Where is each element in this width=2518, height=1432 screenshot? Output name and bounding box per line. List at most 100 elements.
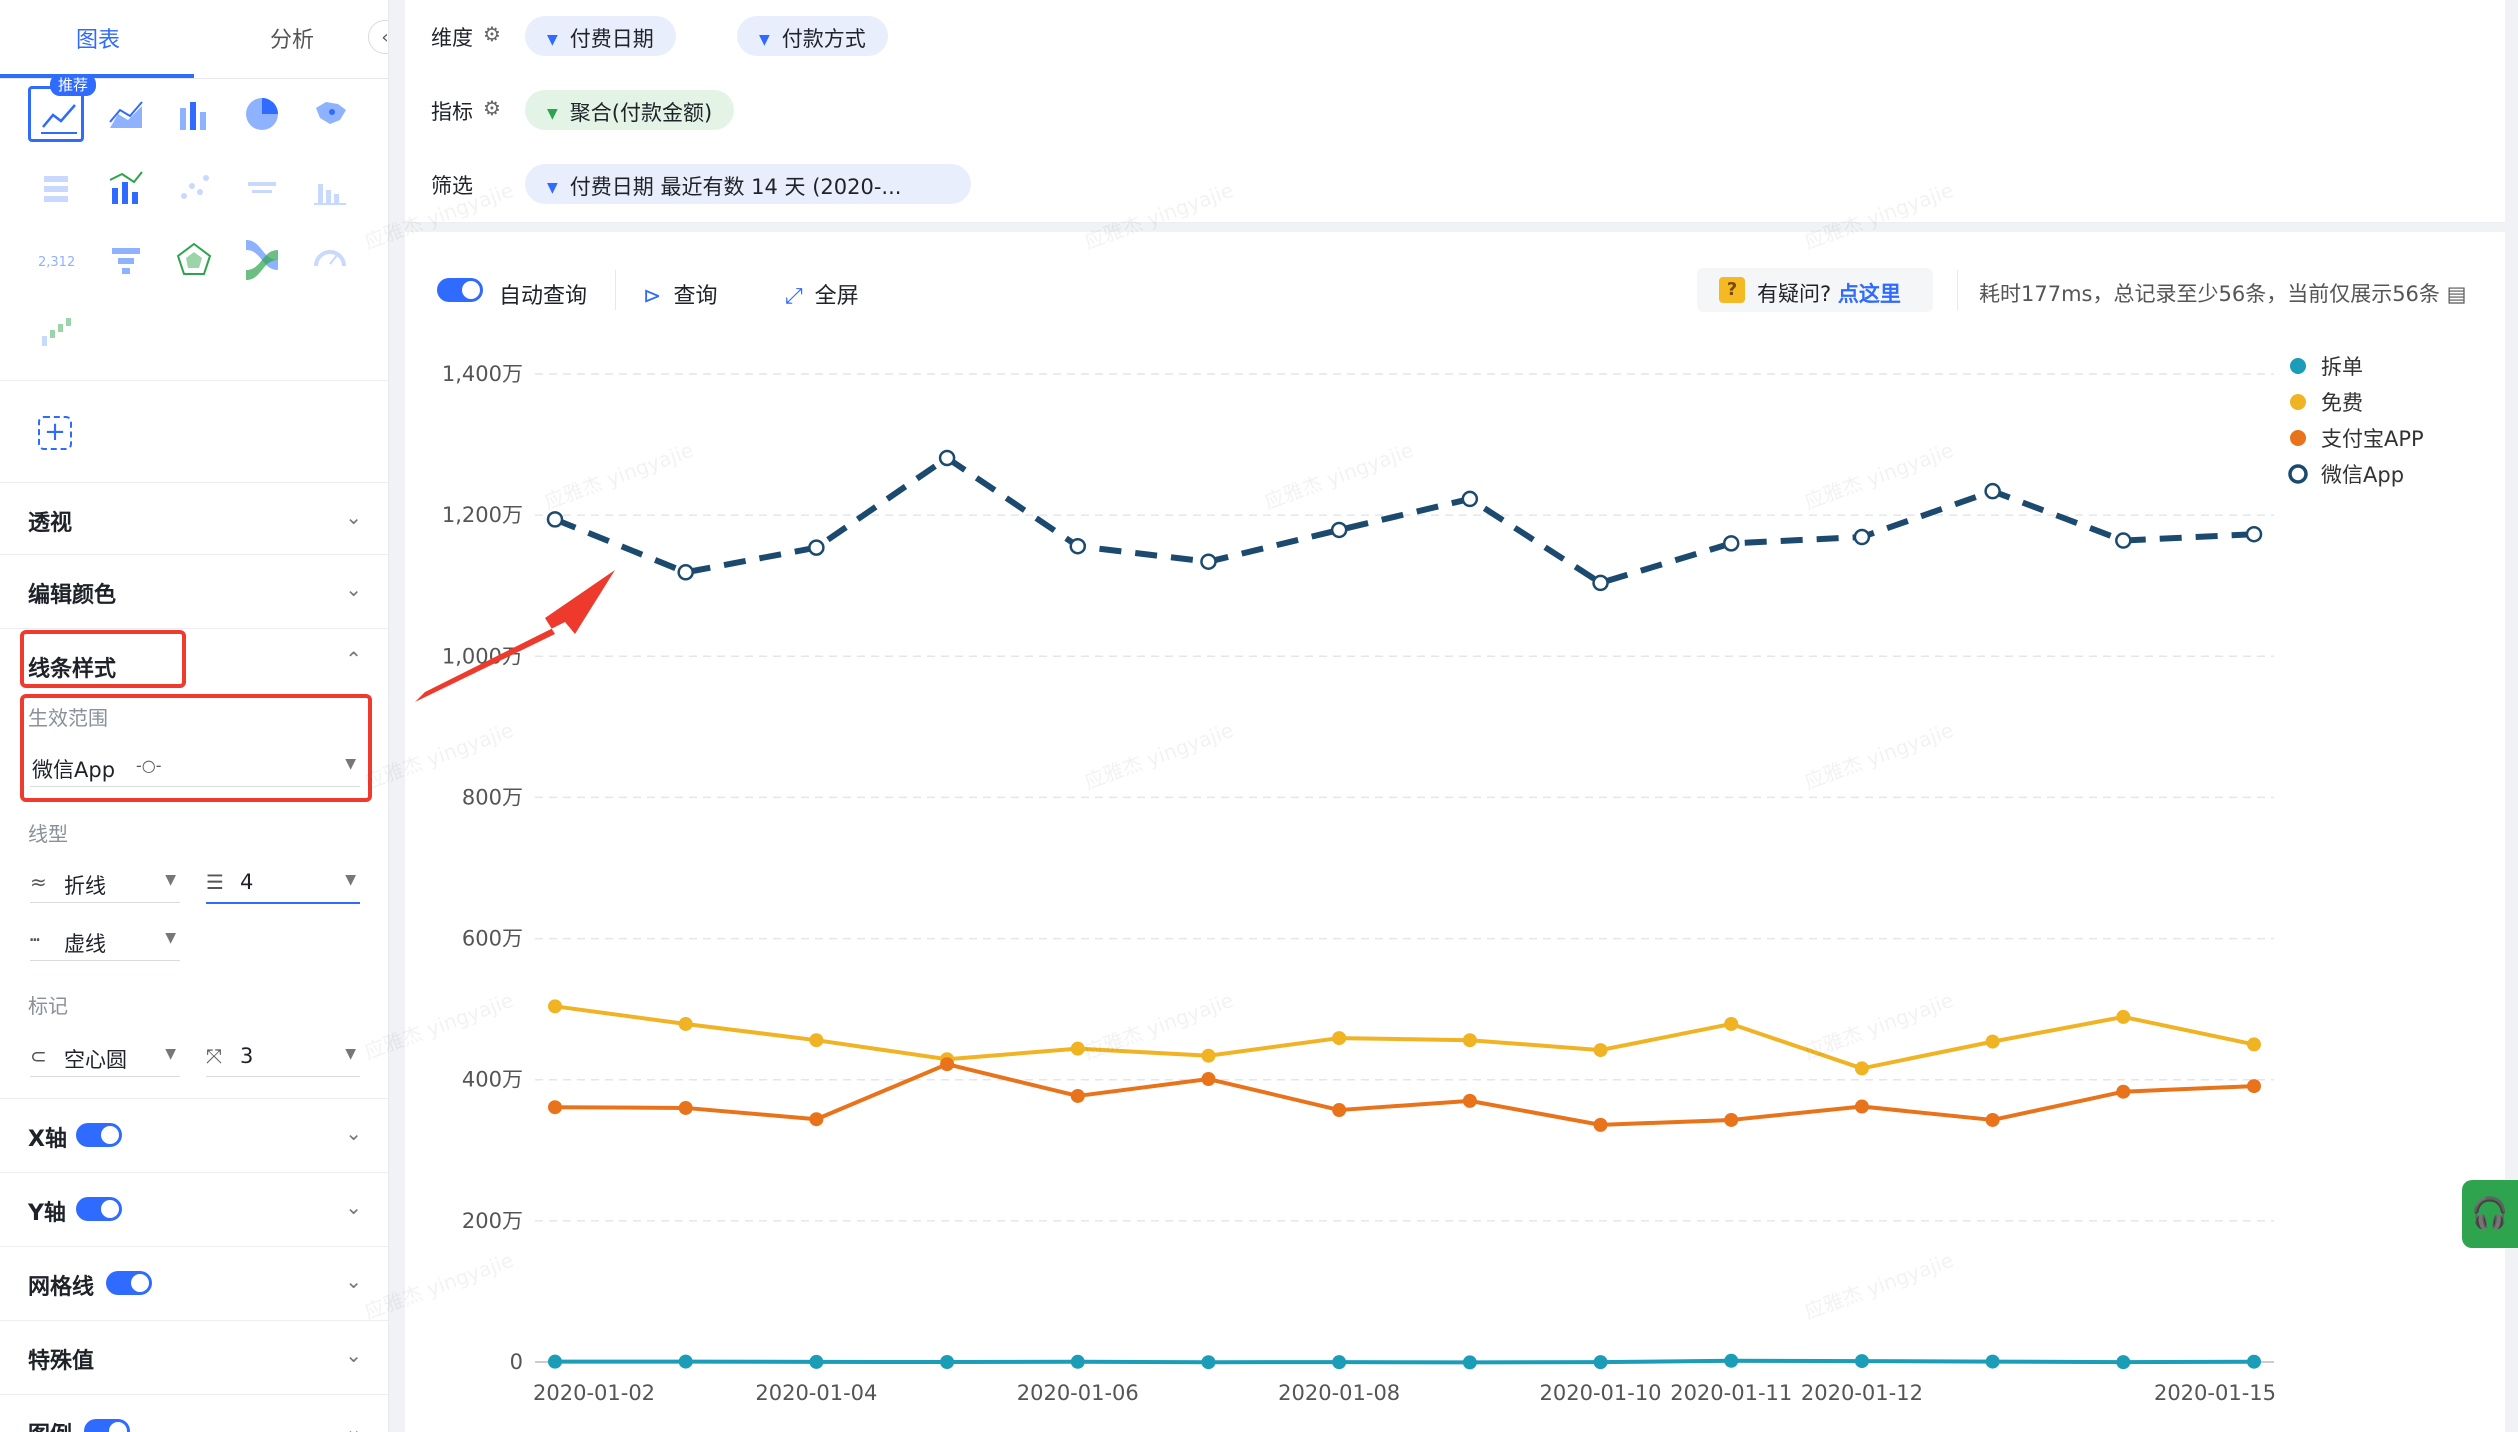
help-link[interactable]: 点这里 bbox=[1837, 282, 1901, 306]
chart-type-bar[interactable] bbox=[166, 86, 222, 142]
add-chart-button[interactable]: + bbox=[38, 416, 72, 450]
chart-type-pie[interactable] bbox=[234, 86, 290, 142]
data-point bbox=[1985, 1112, 2000, 1127]
chart-type-funnel[interactable] bbox=[98, 232, 154, 288]
legend-marker bbox=[2288, 464, 2308, 484]
data-point bbox=[938, 449, 956, 467]
chart-type-grid: 2,312 bbox=[0, 80, 388, 381]
chart-type-sankey[interactable] bbox=[234, 232, 290, 288]
section-line-style-label: 线条样式 bbox=[28, 657, 117, 682]
data-point bbox=[1462, 1093, 1477, 1108]
legend-label: 支付宝APP bbox=[2321, 427, 2424, 451]
caret-down-icon: ▼ bbox=[547, 180, 558, 196]
chart-type-gauge[interactable] bbox=[302, 232, 358, 288]
data-point bbox=[2247, 1037, 2261, 1052]
gear-icon[interactable]: ⚙ bbox=[483, 96, 501, 120]
x-axis-toggle[interactable] bbox=[76, 1123, 122, 1147]
data-point bbox=[1724, 1353, 1739, 1368]
section-legend[interactable]: 图例 ⌄ bbox=[0, 1394, 388, 1432]
line-dash-select[interactable]: ┅ 虚线 ▼ bbox=[30, 920, 180, 961]
data-point bbox=[1330, 521, 1348, 539]
data-point bbox=[1069, 537, 1087, 555]
legend-toggle[interactable] bbox=[84, 1419, 130, 1432]
chart-type-stacked-bar[interactable] bbox=[28, 160, 84, 216]
chart-type-map[interactable] bbox=[302, 86, 358, 142]
chart-type-area[interactable] bbox=[98, 86, 154, 142]
section-edit-color[interactable]: 编辑颜色 ⌄ bbox=[0, 554, 388, 627]
headset-icon: 🎧 bbox=[2471, 1196, 2509, 1231]
data-point bbox=[548, 999, 562, 1014]
fullscreen-button[interactable]: ⤢ 全屏 bbox=[785, 278, 859, 310]
chevron-down-icon: ⌄ bbox=[345, 505, 362, 529]
scope-label: 生效范围 bbox=[28, 706, 108, 730]
data-point bbox=[1592, 574, 1609, 592]
help-box[interactable]: ? 有疑问? 点这里 bbox=[1697, 268, 1933, 312]
scope-select[interactable]: 微信App -○- ▼ bbox=[30, 746, 360, 787]
query-button[interactable]: ⊳ 查询 bbox=[643, 278, 717, 310]
legend-label: 微信App bbox=[2321, 463, 2404, 487]
data-point bbox=[1070, 1088, 1085, 1103]
scatter-icon bbox=[181, 175, 209, 199]
data-point bbox=[1853, 528, 1871, 546]
data-point bbox=[1593, 1355, 1608, 1370]
auto-query-toggle[interactable] bbox=[437, 278, 483, 302]
chart-type-radar[interactable] bbox=[166, 232, 222, 288]
line-shape-value: 折线 bbox=[64, 874, 106, 898]
line-shape-select[interactable]: ≈ 折线 ▼ bbox=[30, 862, 180, 903]
data-point bbox=[1332, 1103, 1347, 1118]
line-type-label: 线型 bbox=[28, 822, 68, 846]
gauge-icon bbox=[314, 250, 346, 267]
dimension-pill-pay-date[interactable]: ▼ 付费日期 bbox=[525, 16, 676, 56]
chart-type-waterfall[interactable] bbox=[28, 304, 84, 360]
section-y-axis[interactable]: Y轴 ⌄ bbox=[0, 1172, 388, 1245]
chart-type-histogram[interactable] bbox=[302, 160, 358, 216]
marker-shape-select[interactable]: ⊂ 空心圆 ▼ bbox=[30, 1036, 180, 1077]
highlight-scope bbox=[20, 694, 372, 802]
chart-type-word-cloud[interactable] bbox=[234, 160, 290, 216]
metric-label: 指标 bbox=[431, 100, 473, 124]
dimension-pill-pay-method[interactable]: ▼ 付款方式 bbox=[737, 16, 888, 56]
config-sidebar: 图表 分析 ‹ bbox=[0, 0, 389, 1432]
series-line bbox=[554, 1062, 2255, 1127]
wave-icon: ≈ bbox=[30, 870, 47, 894]
customer-support-button[interactable]: 🎧 bbox=[2462, 1180, 2518, 1248]
filter-pill[interactable]: ▼ 付费日期 最近有数 14 天 (2020-... bbox=[525, 164, 971, 204]
x-tick-label: 2020-01-02 bbox=[533, 1381, 655, 1405]
metric-pill[interactable]: ▼ 聚合(付款金额) bbox=[525, 90, 735, 130]
section-special-values[interactable]: 特殊值 ⌄ bbox=[0, 1320, 388, 1393]
data-point bbox=[678, 1354, 693, 1369]
query-stats-text: 耗时177ms，总记录至少56条，当前仅展示56条 bbox=[1979, 282, 2440, 306]
section-x-axis[interactable]: X轴 ⌄ bbox=[0, 1098, 388, 1171]
y-axis-toggle[interactable] bbox=[76, 1197, 122, 1221]
legend-label: 拆单 bbox=[2321, 355, 2363, 379]
number-card-icon: 2,312 bbox=[38, 255, 75, 270]
chart-type-combo[interactable] bbox=[98, 160, 154, 216]
data-point bbox=[1724, 1016, 1739, 1031]
legend-marker bbox=[2290, 430, 2306, 446]
grid-toggle[interactable] bbox=[106, 1271, 152, 1295]
section-pivot[interactable]: 透视 ⌄ bbox=[0, 482, 388, 555]
data-point bbox=[1985, 1034, 2000, 1049]
document-icon[interactable]: ▤ bbox=[2446, 282, 2467, 306]
data-point bbox=[809, 1112, 824, 1127]
chart-type-number[interactable]: 2,312 bbox=[28, 232, 84, 288]
tab-analysis[interactable]: 分析 bbox=[270, 28, 315, 53]
data-point bbox=[1854, 1061, 1869, 1076]
marker-size-select[interactable]: ⤧ 3 ▼ bbox=[206, 1036, 360, 1077]
gear-icon[interactable]: ⚙ bbox=[483, 22, 501, 46]
tab-chart[interactable]: 图表 bbox=[76, 28, 121, 53]
data-point bbox=[1593, 1117, 1608, 1132]
line-width-select[interactable]: ☰ 4 ▼ bbox=[206, 862, 360, 904]
data-point bbox=[1201, 1048, 1216, 1063]
chevron-down-icon: ⌄ bbox=[345, 1269, 362, 1293]
chart-type-scatter[interactable] bbox=[166, 160, 222, 216]
data-point bbox=[1201, 1355, 1216, 1370]
chevron-left-icon: ‹ bbox=[381, 26, 389, 48]
section-line-style[interactable]: 线条样式 ⌃ bbox=[0, 628, 388, 682]
toolbar-divider bbox=[615, 270, 616, 310]
section-grid[interactable]: 网格线 ⌄ bbox=[0, 1246, 388, 1319]
section-legend-label: 图例 bbox=[28, 1417, 72, 1432]
data-point bbox=[1070, 1041, 1085, 1056]
data-point bbox=[2247, 1079, 2261, 1094]
scope-value: 微信App bbox=[32, 758, 116, 782]
